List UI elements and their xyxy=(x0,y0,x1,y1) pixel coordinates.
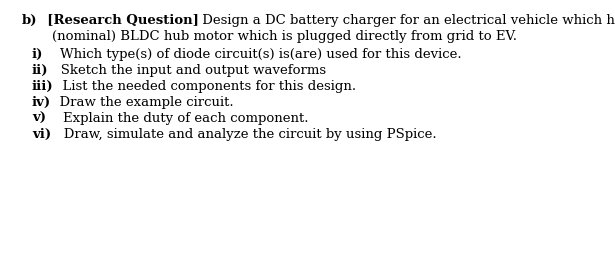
Text: [Research Question]: [Research Question] xyxy=(38,14,199,27)
Text: Sketch the input and output waveforms: Sketch the input and output waveforms xyxy=(49,64,327,77)
Text: iii): iii) xyxy=(32,80,54,93)
Text: b): b) xyxy=(22,14,38,27)
Text: Draw the example circuit.: Draw the example circuit. xyxy=(51,96,234,109)
Text: Draw, simulate and analyze the circuit by using PSpice.: Draw, simulate and analyze the circuit b… xyxy=(51,128,437,141)
Text: (nominal) BLDC hub motor which is plugged directly from grid to EV.: (nominal) BLDC hub motor which is plugge… xyxy=(52,30,517,43)
Text: ii): ii) xyxy=(32,64,49,77)
Text: i): i) xyxy=(32,48,44,61)
Text: Design a DC battery charger for an electrical vehicle which has a 96 V: Design a DC battery charger for an elect… xyxy=(199,14,615,27)
Text: Explain the duty of each component.: Explain the duty of each component. xyxy=(46,112,309,125)
Text: List the needed components for this design.: List the needed components for this desi… xyxy=(54,80,355,93)
Text: Which type(s) of diode circuit(s) is(are) used for this device.: Which type(s) of diode circuit(s) is(are… xyxy=(44,48,462,61)
Text: iv): iv) xyxy=(32,96,51,109)
Text: vi): vi) xyxy=(32,128,51,141)
Text: v): v) xyxy=(32,112,46,125)
